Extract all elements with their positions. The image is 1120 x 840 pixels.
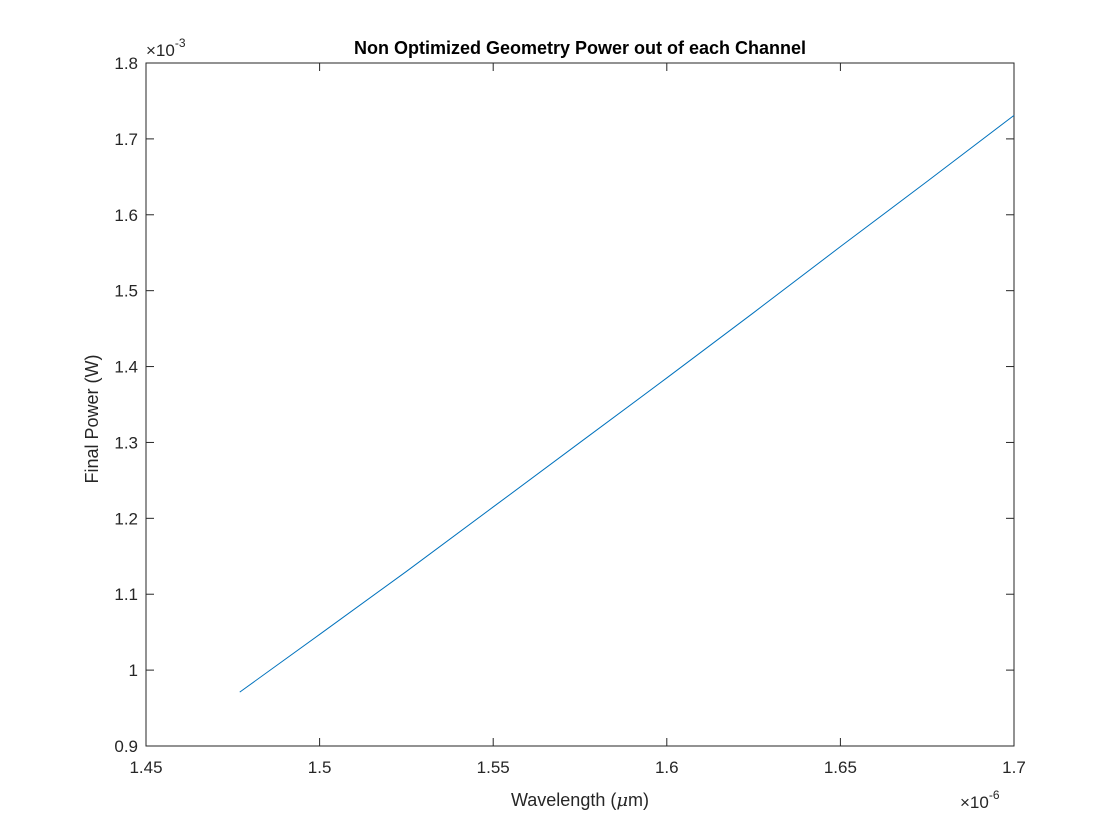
x-tick-label: 1.7 — [1002, 758, 1026, 777]
y-tick-label: 1.8 — [114, 54, 138, 73]
x-tick-label: 1.65 — [824, 758, 857, 777]
y-axis: 0.9 1 1.1 1.2 1.3 1.4 1.5 1.6 1.7 1.8 — [114, 54, 1014, 756]
x-multiplier-base: ×10 — [960, 793, 989, 812]
x-multiplier-exponent: -6 — [989, 788, 1000, 802]
series-line-1 — [239, 114, 1015, 693]
y-tick-label: 1.4 — [114, 358, 138, 377]
y-multiplier-base: ×10 — [146, 41, 175, 60]
y-tick-label: 1 — [129, 661, 138, 680]
y-tick-label: 1.5 — [114, 282, 138, 301]
x-tick-label: 1.5 — [308, 758, 332, 777]
x-axis-label-main: Wavelength ( — [511, 790, 616, 810]
plot-area — [145, 62, 1015, 747]
x-axis-label-end: m) — [628, 790, 649, 810]
y-multiplier-exponent: -3 — [175, 36, 186, 50]
x-axis-label-mu: μ — [616, 790, 628, 811]
y-tick-label: 1.7 — [114, 130, 138, 149]
x-tick-label: 1.6 — [655, 758, 679, 777]
x-tick-label: 1.55 — [477, 758, 510, 777]
y-tick-label: 1.6 — [114, 206, 138, 225]
x-axis: 1.45 1.5 1.55 1.6 1.65 1.7 — [129, 63, 1026, 777]
axes-box — [145, 62, 1015, 747]
y-tick-label: 1.1 — [114, 585, 138, 604]
y-tick-label: 1.3 — [114, 433, 138, 452]
x-axis-label: Wavelength (μm) — [511, 790, 649, 811]
y-axis-multiplier: ×10-3 — [146, 36, 186, 60]
y-tick-label: 1.2 — [114, 509, 138, 528]
series-layer — [239, 114, 1015, 693]
y-axis-label: Final Power (W) — [82, 354, 102, 483]
x-tick-label: 1.45 — [129, 758, 162, 777]
chart-title: Non Optimized Geometry Power out of each… — [354, 38, 806, 58]
x-axis-multiplier: ×10-6 — [960, 788, 1000, 812]
y-tick-label: 0.9 — [114, 737, 138, 756]
